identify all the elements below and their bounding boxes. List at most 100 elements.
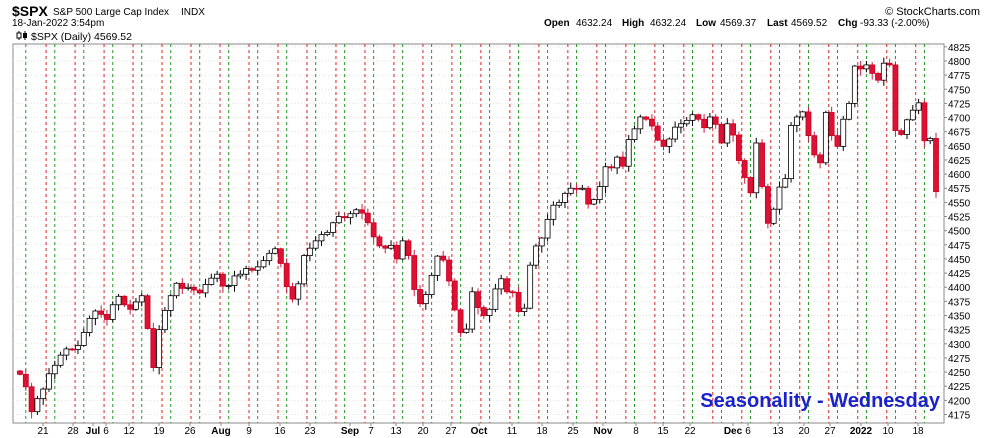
candle [498,274,505,295]
candle [538,236,545,253]
candle [625,135,632,172]
candle [660,137,667,151]
candle [277,247,284,268]
low-value: 4569.37 [720,18,757,29]
candle [533,243,539,270]
candle [51,360,58,380]
candle [104,309,110,326]
y-tick-label: 4525 [948,213,971,224]
candle [614,155,621,175]
x-tick-label: 27 [824,426,836,437]
candle [324,230,331,237]
x-tick-label: 21 [37,426,49,437]
y-tick-label: 4300 [948,340,971,351]
x-tick-label: 19 [153,426,165,437]
seasonality-annotation: Seasonality - Wednesday [700,390,941,412]
candle [504,275,510,295]
candle [301,253,307,287]
candle [28,382,35,419]
candle [782,174,789,189]
candle [799,110,806,121]
candle [666,137,673,154]
candle [730,119,736,142]
candle [643,115,650,121]
y-tick-label: 4225 [948,382,971,393]
x-tick-label: 13 [390,426,402,437]
x-tick-label: Dec [724,426,743,437]
candle [399,238,406,261]
chg-label: Chg [838,18,857,29]
x-tick-label: 9 [246,426,252,437]
open-value: 4632.24 [576,18,613,29]
x-tick-label: Aug [211,426,230,437]
candle [57,351,64,368]
candle [735,131,742,164]
candle [86,315,93,337]
candle [393,241,400,264]
y-tick-label: 4175 [948,411,971,422]
candle [840,115,847,151]
y-tick-label: 4375 [948,297,971,308]
candle [596,181,603,204]
high-value: 4632.24 [650,18,687,29]
candle [608,163,615,172]
candle [759,139,765,189]
candle [144,294,151,330]
low-label: Low [696,18,716,29]
legend-box [13,29,153,42]
candle [295,281,302,306]
candle [266,249,273,266]
candle [335,211,342,224]
candle [706,113,713,130]
candle [46,368,52,392]
candle [220,271,226,293]
x-tick-label: Nov [594,426,613,437]
candle [115,294,122,311]
candle [764,183,771,229]
y-tick-label: 4350 [948,312,971,323]
candle [909,105,916,121]
candle [133,297,139,311]
candle [695,113,702,122]
x-tick-label: 6 [745,426,751,437]
candle [40,387,47,405]
candle [509,290,516,298]
candle [880,57,887,86]
y-tick-label: 4475 [948,241,971,252]
open-label: Open [544,18,570,29]
x-tick-label: 12 [123,426,135,437]
candle [550,201,557,226]
y-tick-label: 4700 [948,114,971,125]
candle [185,283,192,291]
candle [92,309,99,326]
y-tick-label: 4725 [948,99,971,110]
x-tick-label: 20 [417,426,429,437]
candle [562,191,568,209]
candle [457,308,464,338]
candle [272,246,278,255]
candle [851,64,858,108]
candle [869,62,876,80]
candle [127,299,134,315]
candle [724,118,731,147]
candle [672,121,679,143]
y-tick-label: 4500 [948,227,971,238]
candle [747,176,754,196]
candle [22,369,29,391]
candle [817,152,823,169]
candle [637,114,644,134]
candle [75,340,81,354]
x-tick-label: 25 [567,426,579,437]
candle [440,251,447,263]
last-value: 4569.52 [791,18,828,29]
candle [770,207,777,226]
candle [579,184,586,191]
candle [933,132,939,198]
x-tick-label: Jul [86,426,101,437]
y-tick-label: 4775 [948,71,971,82]
candle [811,131,818,158]
candle [208,273,215,286]
candle [788,122,794,183]
candle [231,270,238,292]
candle [556,199,563,209]
